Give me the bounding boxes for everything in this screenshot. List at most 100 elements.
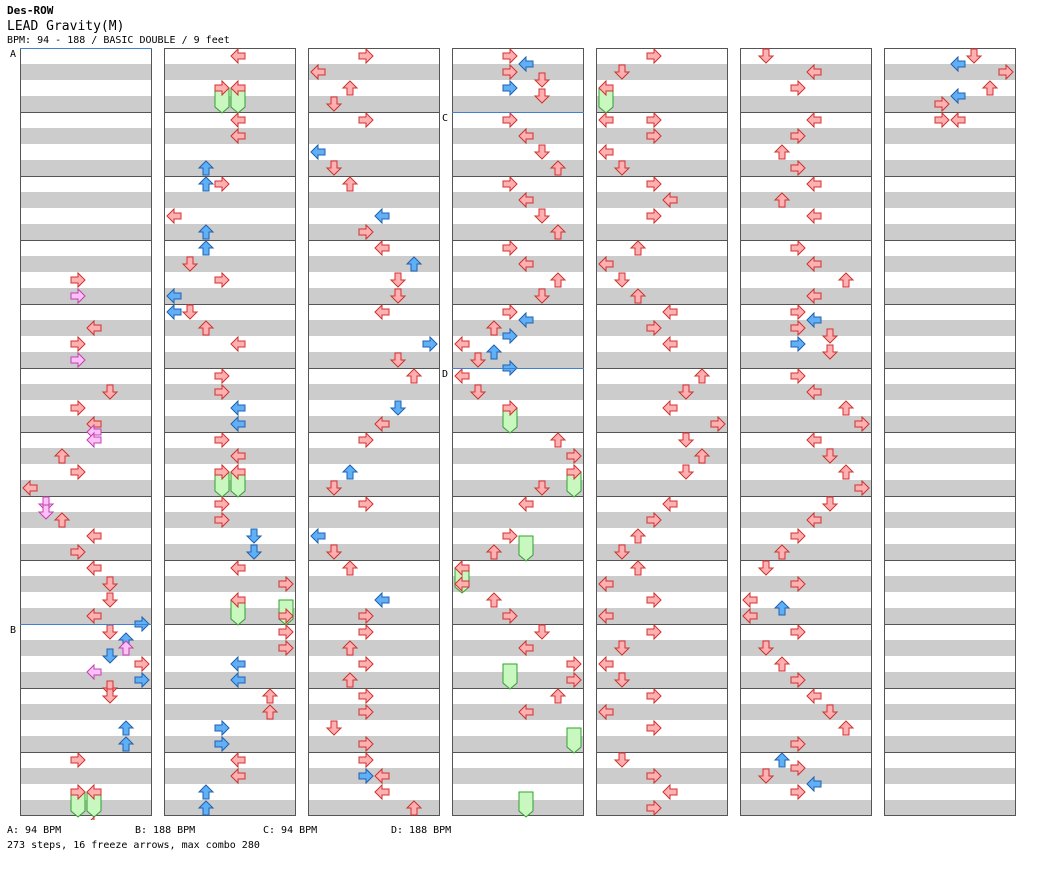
step-arrow-right [566, 671, 582, 689]
step-arrow-left [166, 303, 182, 321]
beat-stripe [20, 704, 152, 720]
step-arrow-left [598, 143, 614, 161]
beat-stripe [452, 416, 584, 432]
beat-stripe [308, 352, 440, 368]
step-arrow-left [374, 303, 390, 321]
step-arrow-left [374, 239, 390, 257]
beat-stripe [740, 128, 872, 144]
bpm-label-c: C: 94 BPM [263, 825, 318, 836]
beat-stripe [884, 416, 1016, 432]
step-arrow-up [629, 240, 647, 256]
beat-stripe [452, 448, 584, 464]
step-arrow-right [358, 703, 374, 721]
step-arrow-left [662, 495, 678, 513]
step-arrow-left [518, 127, 534, 145]
step-arrow-right [502, 527, 518, 545]
beat-stripe [308, 160, 440, 176]
step-arrow-left [598, 607, 614, 625]
beat-stripe [20, 256, 152, 272]
beat-stripe [164, 800, 296, 816]
beat-stripe [596, 768, 728, 784]
bpm-label-a: A: 94 BPM [7, 825, 62, 836]
step-arrow-right [70, 287, 86, 305]
beat-stripe [164, 480, 296, 496]
beat-stripe [596, 384, 728, 400]
step-arrow-up [629, 288, 647, 304]
step-arrow-left [742, 591, 758, 609]
step-arrow-left [86, 815, 102, 820]
beat-stripe [164, 256, 296, 272]
step-arrow-down [757, 48, 775, 64]
beat-stripe [884, 512, 1016, 528]
step-arrow-right [358, 687, 374, 705]
beat-stripe [884, 96, 1016, 112]
beat-stripe [308, 288, 440, 304]
step-arrow-up [629, 528, 647, 544]
beat-stripe [452, 160, 584, 176]
beat-stripe [452, 96, 584, 112]
step-arrow-right [358, 111, 374, 129]
step-arrow-left [310, 527, 326, 545]
step-arrow-down [613, 752, 631, 768]
step-arrow-right [566, 655, 582, 673]
step-arrow-down [757, 768, 775, 784]
step-chart: A B C D [10, 47, 1016, 820]
beat-stripe [740, 64, 872, 80]
step-arrow-left [806, 511, 822, 529]
beat-stripe [308, 800, 440, 816]
beat-stripe [740, 704, 872, 720]
step-arrow-left [230, 335, 246, 353]
column-border [884, 48, 1016, 816]
beat-stripe [884, 448, 1016, 464]
step-arrow-down [325, 96, 343, 112]
step-arrow-left [518, 191, 534, 209]
chart-column-5 [596, 47, 728, 817]
beat-stripe [20, 576, 152, 592]
step-arrow-up [261, 704, 279, 720]
step-arrow-up [981, 80, 999, 96]
beat-stripe [740, 224, 872, 240]
step-arrow-up [53, 512, 71, 528]
section-label: D [442, 369, 448, 380]
step-arrow-left [662, 399, 678, 417]
step-arrow-down [821, 448, 839, 464]
column-border [308, 48, 440, 816]
step-arrow-down [325, 160, 343, 176]
beat-stripe [884, 672, 1016, 688]
step-arrow-left [806, 255, 822, 273]
step-arrow-right [934, 95, 950, 113]
step-arrow-right [70, 335, 86, 353]
step-arrow-right [214, 495, 230, 513]
step-arrow-right [566, 447, 582, 465]
step-arrow-down [533, 72, 551, 88]
beat-stripe [596, 256, 728, 272]
beat-stripe [164, 768, 296, 784]
beat-stripe [740, 256, 872, 272]
chart-stats: 273 steps, 16 freeze arrows, max combo 2… [7, 840, 260, 851]
step-arrow-left [374, 207, 390, 225]
beat-stripe [596, 416, 728, 432]
beat-stripe [452, 800, 584, 816]
beat-stripe [452, 192, 584, 208]
step-arrow-right [70, 351, 86, 369]
step-arrow-right [790, 127, 806, 145]
step-arrow-right [502, 239, 518, 257]
beat-stripe [20, 224, 152, 240]
beat-stripe [20, 448, 152, 464]
step-arrow-up [197, 800, 215, 816]
beat-stripe [740, 192, 872, 208]
beat-stripe [596, 576, 728, 592]
chart-column-4 [452, 47, 584, 818]
step-arrow-right [214, 719, 230, 737]
beat-stripe [308, 320, 440, 336]
beat-stripe [20, 320, 152, 336]
beat-stripe [20, 384, 152, 400]
section-label: A [10, 49, 16, 60]
step-arrow-down [469, 352, 487, 368]
beat-stripe [596, 96, 728, 112]
beat-stripe [308, 768, 440, 784]
beat-stripe [740, 608, 872, 624]
step-arrow-left [806, 311, 822, 329]
section-label: C [442, 113, 448, 124]
beat-stripe [164, 352, 296, 368]
